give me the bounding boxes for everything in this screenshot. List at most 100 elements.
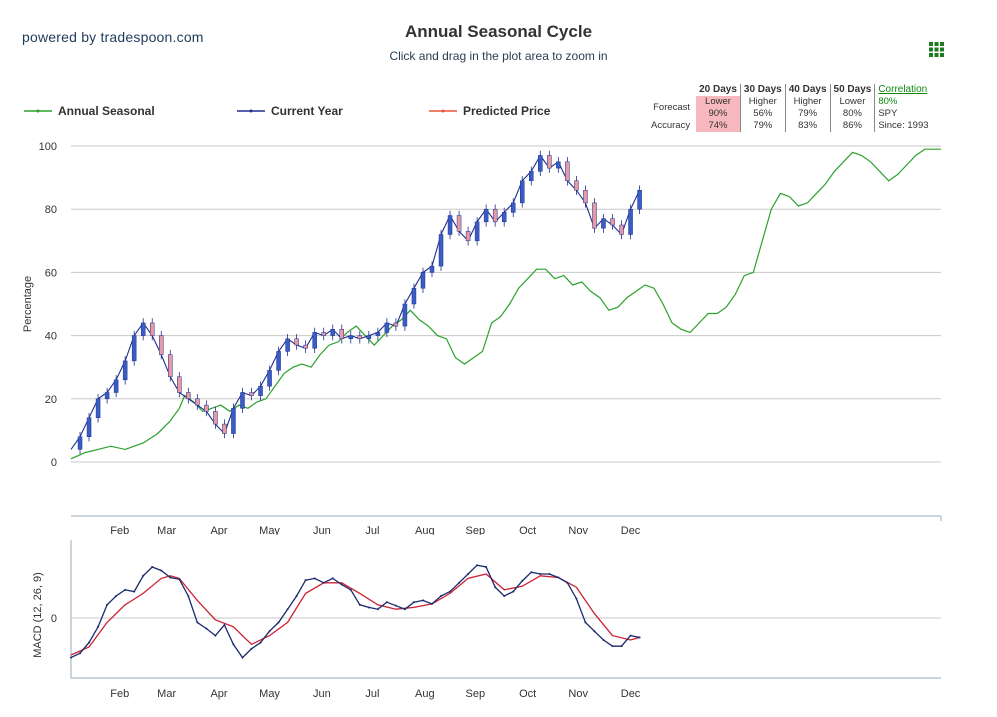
macd-point (169, 576, 172, 579)
macd-point (142, 574, 145, 577)
candle (204, 404, 209, 412)
candle (113, 379, 119, 393)
y-tick-label: 0 (51, 613, 57, 625)
macd-point (160, 569, 163, 572)
macd-point (385, 601, 388, 604)
candle (240, 392, 245, 409)
macd-point (512, 590, 515, 593)
macd-point (620, 645, 623, 648)
macd-point (259, 641, 262, 644)
macd-point (458, 581, 461, 584)
forecast-probability: 80% (829, 108, 875, 120)
macd-point (584, 621, 587, 624)
since-label: Since: 1993 (874, 120, 932, 132)
macd-point (638, 636, 641, 639)
macd-point (430, 602, 433, 605)
candle (420, 272, 426, 289)
macd-point (313, 577, 316, 580)
x-tick-label: Jul (365, 688, 379, 700)
x-tick-label: Mar (157, 688, 176, 700)
candle (438, 234, 444, 267)
macd-point (340, 583, 343, 586)
macd-point (106, 603, 109, 606)
candle (249, 392, 254, 396)
y-tick-label: 100 (39, 141, 57, 153)
candle (294, 338, 299, 346)
macd-point (115, 595, 118, 597)
y-tick-label: 60 (45, 267, 57, 279)
macd-point (133, 590, 136, 593)
legend-annual-seasonal[interactable]: Annual Seasonal (24, 104, 155, 118)
candle (456, 215, 462, 232)
candle (312, 332, 317, 349)
candle (637, 189, 642, 210)
macd-point (124, 588, 127, 591)
y-tick-label: 20 (45, 394, 57, 406)
x-tick-label: Dec (621, 688, 641, 700)
x-tick-label: Jun (313, 688, 331, 700)
brand-text: powered by tradespoon.com (22, 29, 204, 45)
macd-point (503, 595, 506, 597)
x-tick-label: May (259, 688, 280, 700)
legend-current-year[interactable]: Current Year (237, 104, 343, 118)
candle (393, 322, 399, 327)
macd-point (494, 586, 497, 589)
candle (86, 417, 92, 437)
candle (276, 351, 281, 371)
candle (538, 155, 543, 172)
menu-grid-icon[interactable] (929, 42, 944, 57)
candle (592, 202, 597, 229)
candle (177, 376, 182, 393)
correlation-link[interactable]: Correlation (874, 84, 932, 96)
macd-point (548, 573, 551, 575)
macd-point (575, 597, 578, 600)
forecast-probability: 56% (739, 108, 786, 120)
macd-chart[interactable]: 0 MACD (12, 26, 9) Feb Mar Apr May Jun Jul Aug Se… (0, 535, 997, 710)
forecast-probability: 90% (696, 108, 741, 120)
legend-line-icon (237, 109, 265, 113)
candle (357, 335, 363, 340)
macd-point (187, 595, 190, 597)
macd-point (449, 590, 452, 593)
legend-predicted-price[interactable]: Predicted Price (429, 104, 550, 118)
x-tick-label: Sep (466, 688, 486, 700)
macd-point (629, 634, 632, 637)
header-20-days: 20 Days (699, 84, 737, 95)
candle (375, 332, 381, 336)
macd-point (485, 565, 488, 568)
macd-point (394, 604, 397, 607)
macd-point (539, 573, 542, 575)
macd-line (70, 564, 640, 659)
candle (231, 408, 236, 434)
macd-point (295, 595, 298, 597)
macd-point (376, 608, 379, 611)
seasonal-chart[interactable]: 0 20 40 60 80 100 Percentage Feb Mar Apr May Jun Jul… (0, 130, 997, 535)
macd-point (304, 579, 307, 582)
accuracy-value: 74% (696, 120, 741, 132)
macd-point (358, 603, 361, 606)
current-year-line (70, 154, 641, 450)
macd-point (349, 588, 352, 591)
candle (384, 322, 390, 333)
forecast-direction: Higher (784, 96, 831, 108)
macd-point (566, 581, 569, 584)
x-tick-label: Sep (466, 525, 486, 535)
candle (474, 221, 480, 242)
candle (321, 332, 326, 336)
candle (366, 335, 372, 340)
y-tick-label: 40 (45, 331, 57, 343)
chart-title: Annual Seasonal Cycle (404, 22, 593, 41)
x-tick-label: Jul (365, 525, 379, 535)
x-tick-label: Nov (568, 525, 588, 535)
candle (339, 329, 344, 340)
candle (501, 212, 507, 223)
candle (158, 335, 164, 355)
macd-point (250, 647, 253, 650)
y-tick-label: 80 (45, 204, 57, 216)
annual-seasonal-line (70, 148, 941, 460)
candle (330, 329, 335, 336)
candle (519, 180, 525, 204)
macd-point (97, 625, 100, 628)
header-40-days: 40 Days (784, 84, 831, 96)
x-tick-label: Apr (210, 525, 227, 535)
